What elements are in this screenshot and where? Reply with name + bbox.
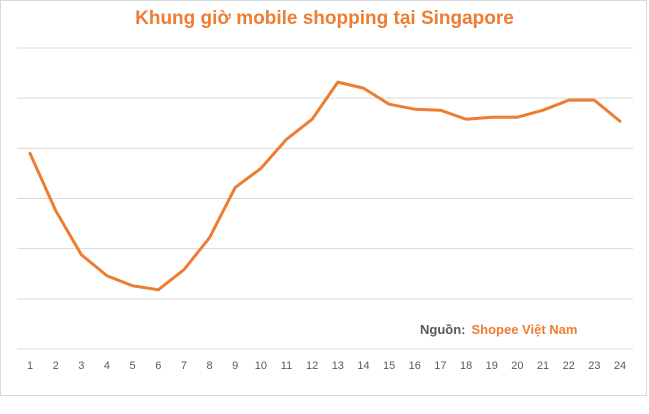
x-tick-label: 10 xyxy=(255,360,267,372)
x-tick-label: 1 xyxy=(27,360,33,372)
x-tick-label: 8 xyxy=(207,360,213,372)
x-tick-label: 4 xyxy=(104,360,110,372)
x-tick-label: 6 xyxy=(155,360,161,372)
chart-title: Khung giờ mobile shopping tại Singapore xyxy=(135,8,514,29)
x-tick-label: 23 xyxy=(588,360,600,372)
source-value: Shopee Việt Nam xyxy=(471,322,578,337)
x-tick-label: 7 xyxy=(181,360,187,372)
x-tick-label: 5 xyxy=(130,360,136,372)
x-tick-label: 11 xyxy=(281,360,292,372)
source-note: Nguồn: Shopee Việt Nam xyxy=(420,322,577,337)
x-tick-label: 14 xyxy=(357,360,369,372)
x-tick-label: 17 xyxy=(434,360,446,372)
x-tick-label: 13 xyxy=(332,360,344,372)
source-label: Nguồn: xyxy=(420,322,466,337)
x-tick-label: 16 xyxy=(409,360,421,372)
x-tick-label: 3 xyxy=(78,360,84,372)
x-tick-label: 24 xyxy=(614,360,626,372)
x-tick-label: 15 xyxy=(383,360,395,372)
x-tick-label: 12 xyxy=(306,360,318,372)
x-tick-label: 18 xyxy=(460,360,472,372)
x-tick-label: 19 xyxy=(486,360,498,372)
x-tick-label: 22 xyxy=(563,360,575,372)
x-tick-label: 21 xyxy=(537,360,549,372)
x-tick-label: 20 xyxy=(511,360,523,372)
x-tick-label: 9 xyxy=(232,360,238,372)
x-tick-label: 2 xyxy=(53,360,59,372)
series-line xyxy=(28,80,622,292)
